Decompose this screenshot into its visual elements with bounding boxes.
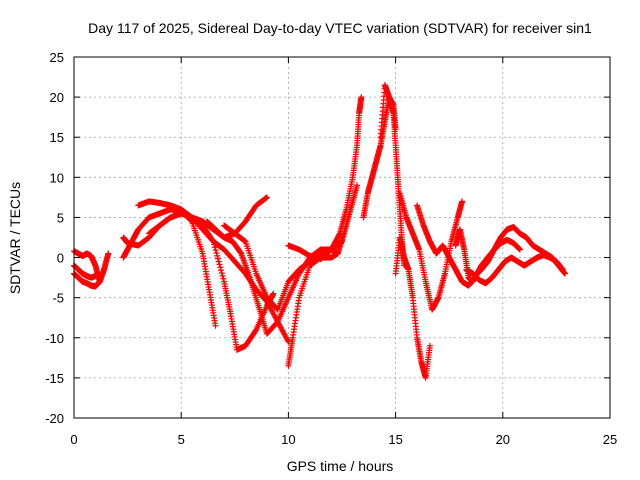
series-arc11 <box>285 94 365 263</box>
x-tick-label: 0 <box>70 432 77 447</box>
data-point <box>96 278 103 285</box>
y-tick-label: 0 <box>57 251 64 266</box>
data-point <box>218 267 225 274</box>
data-point <box>219 272 226 279</box>
chart-title: Day 117 of 2025, Sidereal Day-to-day VTE… <box>88 20 592 36</box>
data-point <box>214 255 221 262</box>
data-point <box>212 322 219 329</box>
x-axis-title: GPS time / hours <box>287 458 394 474</box>
y-tick-label: 10 <box>50 170 64 185</box>
series-arc14 <box>392 234 433 381</box>
series-arc2 <box>71 248 103 285</box>
y-tick-label: 15 <box>50 130 64 145</box>
y-tick-label: 5 <box>57 210 64 225</box>
x-tick-label: 15 <box>388 432 402 447</box>
y-tick-label: -15 <box>45 371 64 386</box>
data-point <box>216 261 223 268</box>
y-axis-title: SDTVAR / TECUs <box>7 182 23 294</box>
data-point <box>213 249 220 256</box>
data-point <box>105 250 112 257</box>
series-arc15 <box>396 190 466 313</box>
x-tick-label: 10 <box>281 432 295 447</box>
y-tick-label: -5 <box>52 291 64 306</box>
y-tick-label: 25 <box>50 50 64 65</box>
y-tick-label: 20 <box>50 90 64 105</box>
x-tick-label: 5 <box>178 432 185 447</box>
x-tick-label: 20 <box>496 432 510 447</box>
data-points <box>71 82 568 381</box>
y-tick-label: -20 <box>45 411 64 426</box>
y-tick-label: -10 <box>45 331 64 346</box>
data-point <box>215 258 222 265</box>
data-point <box>218 270 225 277</box>
series-arc17 <box>452 224 568 285</box>
x-tick-label: 25 <box>603 432 617 447</box>
data-point <box>217 264 224 271</box>
data-point <box>220 275 227 282</box>
series-arc8 <box>203 218 341 337</box>
data-point <box>214 252 221 259</box>
data-point <box>92 273 99 280</box>
data-point <box>212 247 219 254</box>
